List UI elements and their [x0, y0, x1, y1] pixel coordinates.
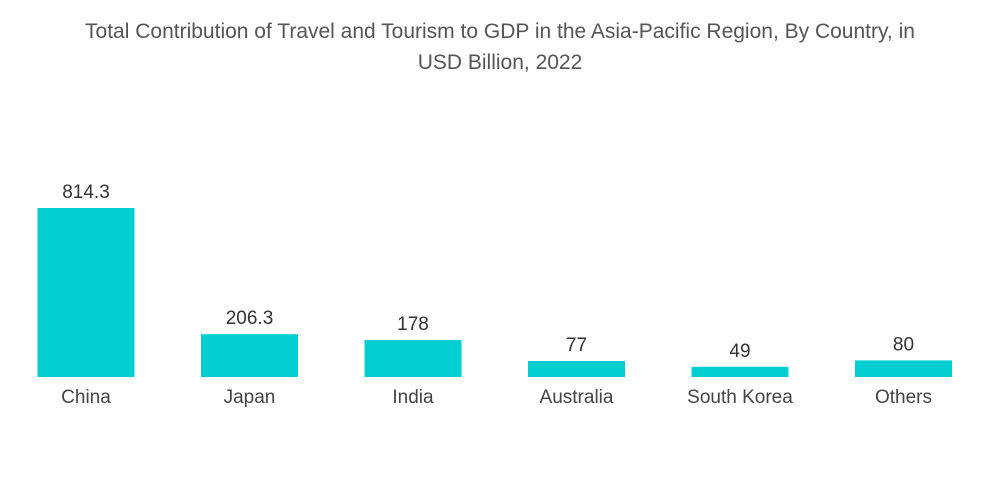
x-tick-label-australia: Australia	[540, 387, 614, 408]
bar-japan	[201, 334, 298, 377]
x-tick-label-india: India	[392, 387, 434, 408]
data-label-others: 80	[893, 334, 914, 355]
chart-title: Total Contribution of Travel and Tourism…	[0, 16, 1000, 78]
data-label-japan: 206.3	[226, 308, 274, 329]
bar-others	[855, 360, 952, 377]
data-label-india: 178	[397, 314, 429, 335]
x-tick-label-south-korea: South Korea	[687, 387, 793, 408]
bar-china	[37, 208, 135, 377]
data-label-australia: 77	[566, 335, 587, 356]
bar-australia	[528, 361, 625, 377]
x-tick-label-japan: Japan	[224, 387, 276, 408]
x-tick-label-others: Others	[875, 387, 932, 408]
x-tick-label-china: China	[61, 387, 111, 408]
bar-india	[364, 340, 462, 377]
data-label-south-korea: 49	[729, 341, 750, 362]
chart-title-line-1: Total Contribution of Travel and Tourism…	[85, 20, 915, 43]
bar-south-korea	[691, 366, 789, 377]
chart-title-line-2: USD Billion, 2022	[417, 51, 583, 74]
data-label-china: 814.3	[62, 182, 110, 203]
